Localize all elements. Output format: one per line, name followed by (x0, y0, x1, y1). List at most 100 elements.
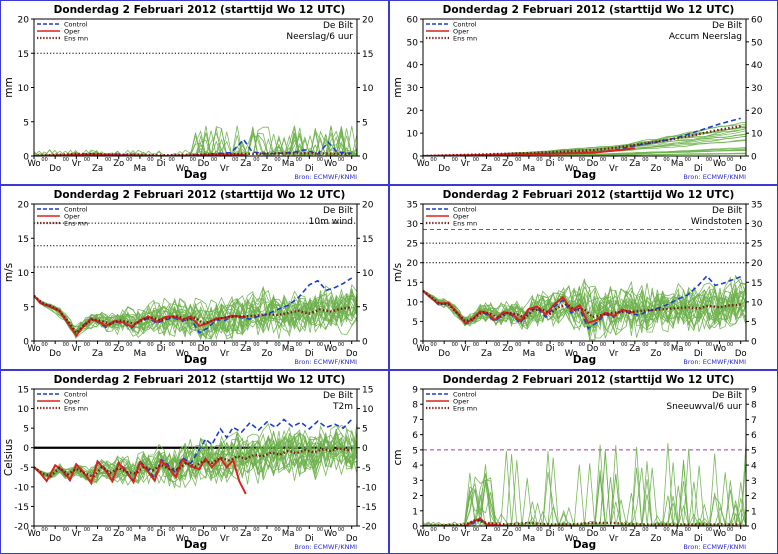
x-00-marker: 00 (452, 157, 458, 163)
meteogram-panel-5: Donderdag 2 Februari 2012 (starttijd Wo … (0, 370, 389, 554)
x-00-marker: 00 (317, 342, 323, 348)
variable-label: Accum Neerslag (669, 32, 742, 42)
x-day-label: Ma (671, 344, 684, 354)
x-day-label: Vr (220, 349, 230, 359)
legend-entry: Ens mn (453, 405, 477, 413)
x-00-marker: 00 (338, 342, 344, 348)
y-tick-label: 20 (18, 201, 30, 211)
ensemble-member-line (423, 460, 746, 526)
meteogram-panel-2: Donderdag 2 Februari 2012 (starttijd Wo … (389, 0, 778, 185)
ensemble-member-line (423, 276, 746, 337)
ensemble-member-line (34, 293, 357, 340)
y-tick-label: 0 (751, 523, 757, 533)
y-axis-label: cm (392, 449, 404, 465)
x-00-marker: 00 (494, 342, 500, 348)
panel-border (0, 0, 389, 185)
y-tick-label: 3 (412, 477, 418, 487)
y-tick-label: 5 (23, 425, 29, 435)
x-axis-label: Dag (573, 169, 596, 181)
source-label: Bron: ECMWF/KNMI (294, 173, 357, 181)
x-day-label: Ma (282, 159, 295, 169)
legend-entry: Control (64, 21, 88, 29)
station-label: De Bilt (323, 391, 354, 401)
y-tick-label: 8 (751, 401, 757, 411)
y-tick-label: 0 (23, 444, 29, 454)
x-00-marker: 00 (317, 527, 323, 533)
y-tick-label: 3 (751, 477, 757, 487)
ensemble-member-line (423, 443, 746, 526)
x-day-label: Wo (565, 534, 578, 544)
y-tick-label: -10 (362, 483, 377, 493)
x-00-marker: 00 (126, 157, 132, 163)
y-tick-label: 30 (751, 84, 763, 94)
x-00-marker: 00 (727, 342, 733, 348)
x-00-marker: 00 (105, 157, 111, 163)
y-tick-label: 40 (751, 61, 763, 71)
x-axis-label: Dag (184, 169, 207, 181)
x-00-marker: 00 (557, 527, 563, 533)
x-day-label: Do (587, 529, 599, 539)
x-00-marker: 00 (452, 342, 458, 348)
meteogram-svg: Donderdag 2 Februari 2012 (starttijd Wo … (0, 370, 389, 554)
x-00-marker: 00 (706, 527, 712, 533)
meteogram-svg: Donderdag 2 Februari 2012 (starttijd Wo … (389, 370, 778, 554)
x-day-label: Di (694, 349, 703, 359)
variable-label: Neerslag/6 uur (286, 32, 353, 42)
y-tick-label: 9 (412, 386, 418, 396)
ensemble-members (34, 277, 357, 341)
x-00-marker: 00 (63, 527, 69, 533)
station-label: De Bilt (712, 21, 743, 31)
x-00-marker: 00 (600, 342, 606, 348)
y-tick-label: 25 (407, 240, 418, 250)
x-day-label: Do (346, 534, 358, 544)
x-day-label: Do (438, 164, 450, 174)
chart-title: Donderdag 2 Februari 2012 (starttijd Wo … (54, 374, 346, 386)
ensemble-member-line (423, 471, 746, 526)
y-tick-label: 5 (412, 318, 418, 328)
y-tick-label: 5 (362, 425, 368, 435)
x-axis-label: Dag (184, 539, 207, 551)
x-day-label: Ma (523, 534, 536, 544)
x-day-label: Ma (523, 164, 536, 174)
x-day-label: Do (198, 529, 210, 539)
x-00-marker: 00 (557, 157, 563, 163)
x-day-label: Di (305, 349, 314, 359)
y-tick-label: -5 (20, 464, 29, 474)
legend-entry: Oper (64, 398, 80, 406)
x-day-label: Wo (713, 344, 726, 354)
series-ens-mn (34, 152, 352, 156)
x-00-marker: 00 (84, 157, 90, 163)
x-day-label: Do (735, 349, 747, 359)
series-oper (34, 295, 246, 338)
x-day-label: Vr (609, 349, 619, 359)
x-day-label: Do (49, 534, 61, 544)
x-day-label: Do (49, 164, 61, 174)
x-day-label: Do (346, 349, 358, 359)
x-00-marker: 00 (274, 157, 280, 163)
y-tick-label: 2 (412, 492, 418, 502)
y-tick-label: 10 (407, 130, 419, 140)
y-tick-label: 25 (751, 240, 762, 250)
x-00-marker: 00 (41, 527, 47, 533)
x-00-marker: 00 (663, 157, 669, 163)
meteogram-svg: Donderdag 2 Februari 2012 (starttijd Wo … (0, 0, 389, 185)
y-tick-label: 35 (407, 201, 418, 211)
plot-frame (33, 388, 358, 527)
x-day-label: Di (157, 159, 166, 169)
x-day-label: Za (629, 159, 640, 169)
y-tick-label: 60 (751, 16, 763, 26)
x-day-label: Wo (565, 349, 578, 359)
x-day-label: Do (438, 534, 450, 544)
ensemble-members (34, 125, 357, 156)
legend-entry: Oper (64, 28, 80, 36)
ensemble-member-line (34, 295, 357, 336)
y-tick-label: 15 (362, 235, 373, 245)
x-00-marker: 00 (147, 157, 153, 163)
x-day-label: Zo (261, 534, 272, 544)
y-tick-label: 7 (751, 416, 757, 426)
x-day-label: Do (735, 534, 747, 544)
station-label: De Bilt (712, 391, 743, 401)
y-axis-label: mm (3, 77, 15, 97)
x-day-label: Vr (609, 164, 619, 174)
